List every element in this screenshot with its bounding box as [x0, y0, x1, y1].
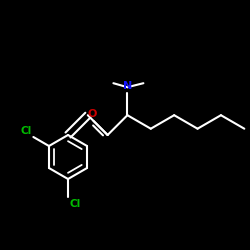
Text: O: O	[88, 109, 97, 119]
Text: Cl: Cl	[20, 126, 31, 136]
Text: N: N	[123, 81, 132, 91]
Text: Cl: Cl	[70, 199, 81, 209]
